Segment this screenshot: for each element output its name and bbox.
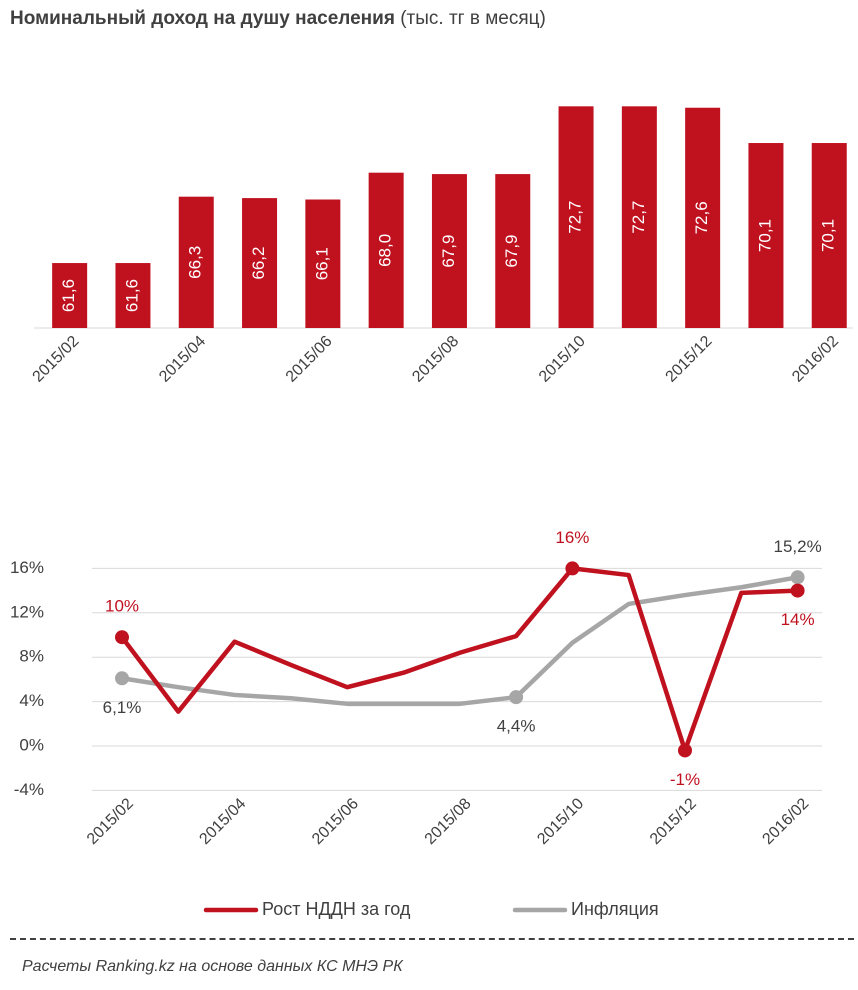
bar-x-tick-label: 2015/08 — [409, 333, 462, 386]
y-tick-label: -4% — [14, 780, 44, 799]
bar-x-tick-label: 2015/04 — [156, 333, 209, 386]
bar — [811, 143, 847, 328]
line-x-tick-label: 2015/10 — [534, 795, 587, 848]
source-note: Расчеты Ranking.kz на основе данных КС М… — [22, 958, 403, 975]
bar-x-tick-label: 2015/02 — [30, 333, 83, 386]
inflation-point-marker — [115, 671, 129, 686]
bar-value-label: 61,6 — [59, 279, 78, 312]
growth-point-marker — [115, 630, 129, 645]
bar-value-label: 72,7 — [629, 201, 648, 234]
bar-value-label: 70,1 — [755, 219, 774, 252]
bar — [558, 106, 594, 328]
bar — [431, 174, 467, 328]
chart-title: Номинальный доход на душу населения (тыс… — [10, 8, 546, 30]
growth-data-label: 14% — [781, 610, 815, 629]
bar-value-label: 72,7 — [566, 201, 585, 234]
bar-value-label: 66,2 — [249, 247, 268, 280]
inflation-point-marker — [509, 690, 524, 705]
bar — [115, 263, 151, 328]
y-tick-label: 4% — [19, 691, 44, 710]
inflation-point-marker — [790, 570, 805, 585]
inflation-data-label: 6,1% — [103, 698, 142, 717]
growth-point-marker — [678, 743, 692, 758]
bar — [178, 196, 214, 328]
bar-value-label: 66,1 — [312, 247, 331, 280]
legend-inflation-label: Инфляция — [571, 899, 659, 919]
bar — [305, 199, 341, 328]
line-x-tick-label: 2015/12 — [647, 795, 700, 848]
bar — [52, 263, 88, 328]
line-x-tick-label: 2015/02 — [84, 795, 137, 848]
income-bar-chart: 61,6 2015/02 61,6 66,3 2015/04 66,2 66,1 2015/0… — [30, 106, 853, 386]
chart-title-main: Номинальный доход на душу населения — [10, 8, 395, 29]
inflation-data-label: 4,4% — [497, 717, 536, 736]
growth-data-label: 10% — [105, 597, 139, 616]
inflation-data-label: 15,2% — [773, 537, 821, 556]
growth-line-chart: 16% 12% 8% 4% 0% -4% 2015/02 2015/04 2015/06 2015… — [10, 528, 822, 919]
y-tick-label: 8% — [19, 647, 44, 666]
bar-value-label: 67,9 — [439, 234, 458, 267]
growth-point-marker — [565, 561, 580, 576]
bar — [242, 198, 278, 328]
inflation-series-line — [119, 575, 800, 707]
bar — [748, 143, 784, 328]
bar-value-label: 66,3 — [186, 246, 205, 279]
bar-x-tick-label: 2016/02 — [789, 333, 842, 386]
y-tick-label: 16% — [10, 558, 44, 577]
bar — [368, 172, 404, 328]
bar — [685, 107, 721, 328]
growth-data-label: -1% — [670, 770, 700, 789]
line-x-tick-label: 2015/04 — [197, 795, 250, 848]
growth-point-marker — [790, 583, 805, 598]
line-x-tick-label: 2015/06 — [309, 795, 362, 848]
dashed-divider — [10, 938, 854, 940]
y-tick-label: 0% — [19, 735, 44, 754]
bar-value-label: 68,0 — [376, 234, 395, 267]
bar-value-label: 70,1 — [819, 219, 838, 252]
bar-x-tick-label: 2015/06 — [283, 333, 336, 386]
bar-value-label: 61,6 — [122, 279, 141, 312]
line-x-tick-label: 2015/08 — [422, 795, 475, 848]
bar — [495, 174, 531, 328]
bar-x-tick-label: 2015/10 — [536, 333, 589, 386]
y-tick-label: 12% — [10, 602, 44, 621]
growth-data-label: 16% — [555, 528, 589, 547]
bar — [621, 106, 657, 328]
line-x-tick-label: 2016/02 — [760, 795, 813, 848]
bar-value-label: 67,9 — [502, 234, 521, 267]
bar-x-tick-label: 2015/12 — [663, 333, 716, 386]
bar-value-label: 72,6 — [692, 201, 711, 234]
legend-growth-label: Рост НДДН за год — [262, 899, 411, 919]
chart-title-unit: (тыс. тг в месяц) — [400, 8, 546, 29]
